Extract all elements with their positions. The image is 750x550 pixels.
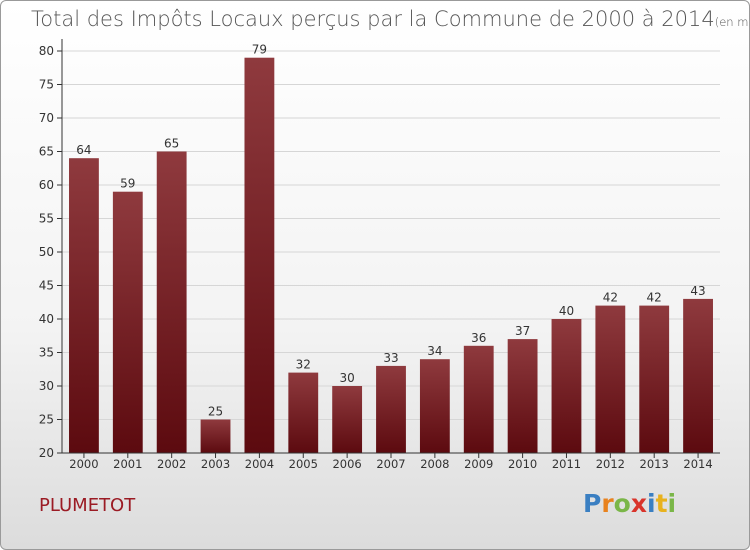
bar-2009 [463,345,494,453]
y-tick-label: 55 [39,212,54,226]
y-tick-label: 75 [39,78,54,92]
bar-2008 [419,359,450,453]
bar-2010 [507,339,538,453]
bar-2011 [551,319,582,453]
data-label-2005: 32 [296,358,311,372]
logo-letter: i [667,489,677,518]
proxiti-logo: Proxiti [583,489,676,518]
bar-2012 [595,305,626,453]
x-tick-label-2012: 2012 [596,457,625,471]
data-label-2014: 43 [690,284,705,298]
bar-2004 [244,57,275,453]
logo-letter: P [583,489,602,518]
data-label-2000: 64 [76,143,91,157]
data-label-2002: 65 [164,137,179,151]
data-label-2008: 34 [427,344,442,358]
chart-title: Total des Impôts Locaux perçus par la Co… [31,7,749,31]
data-label-2006: 30 [339,371,354,385]
bar-2006 [332,386,363,453]
x-tick-label-2002: 2002 [157,457,186,471]
bar-2001 [112,191,143,453]
axes: 20 25 30 35 40 45 50 55 60 65 70 75 80 2000 2001 2002 20… [39,39,720,471]
x-tick-label-2000: 2000 [69,457,98,471]
bar-2014 [683,298,713,453]
y-tick-label: 25 [39,413,54,427]
bar-2007 [376,365,406,453]
y-tick-label: 35 [39,346,54,360]
data-label-2001: 59 [120,177,135,191]
data-label-2003: 25 [208,405,223,419]
title-text: Total des Impôts Locaux perçus par la Co… [31,7,715,31]
y-tick-label: 40 [39,312,54,326]
x-tick-label-2003: 2003 [201,457,230,471]
y-tick-label: 80 [39,44,54,58]
y-tick-label: 60 [39,178,54,192]
y-tick-label: 45 [39,279,54,293]
bar-2003 [200,419,231,453]
y-tick-label: 65 [39,145,54,159]
data-label-2007: 33 [383,351,398,365]
x-tick-label-2013: 2013 [640,457,669,471]
x-tick-label-2006: 2006 [332,457,361,471]
bars: 64 59 65 25 79 32 30 33 34 36 37 40 42 42 43 [69,43,713,453]
x-tick-label-2014: 2014 [683,457,712,471]
x-tick-label-2011: 2011 [552,457,581,471]
y-tick-label: 50 [39,245,54,259]
bar-2002 [156,151,187,453]
logo-letter: r [601,489,614,518]
x-tick-label-2010: 2010 [508,457,537,471]
title-unit: (en milliers d'€) [714,15,749,29]
bar-2000 [69,158,99,453]
y-tick-label: 30 [39,379,54,393]
x-tick-label-2009: 2009 [464,457,493,471]
logo-letter: i [647,489,656,518]
x-tick-label-2004: 2004 [245,457,274,471]
logo-letter: x [630,489,647,518]
x-tick-label-2005: 2005 [289,457,318,471]
data-label-2010: 37 [515,324,530,338]
data-label-2013: 42 [647,291,662,305]
data-label-2012: 42 [603,291,618,305]
bar-2005 [288,372,319,453]
logo-letter: o [613,489,631,518]
x-tick-label-2008: 2008 [420,457,449,471]
bar-2013 [639,305,670,453]
logo-letter: t [655,489,668,518]
data-label-2009: 36 [471,331,486,345]
data-label-2011: 40 [559,304,574,318]
commune-name: PLUMETOT [39,495,136,516]
x-tick-label-2007: 2007 [376,457,405,471]
x-tick-label-2001: 2001 [113,457,142,471]
y-tick-label: 70 [39,111,54,125]
data-label-2004: 79 [252,43,267,57]
y-tick-label: 20 [39,446,54,460]
